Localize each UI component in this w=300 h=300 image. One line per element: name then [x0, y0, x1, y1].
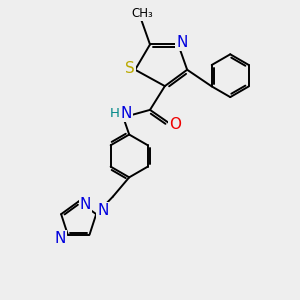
- Text: N: N: [80, 197, 91, 212]
- Text: N: N: [121, 106, 132, 121]
- Text: CH₃: CH₃: [132, 8, 153, 20]
- Text: H: H: [110, 107, 119, 120]
- Text: N: N: [97, 203, 108, 218]
- Text: N: N: [176, 34, 188, 50]
- Text: N: N: [55, 231, 66, 246]
- Text: O: O: [169, 117, 181, 132]
- Text: S: S: [125, 61, 135, 76]
